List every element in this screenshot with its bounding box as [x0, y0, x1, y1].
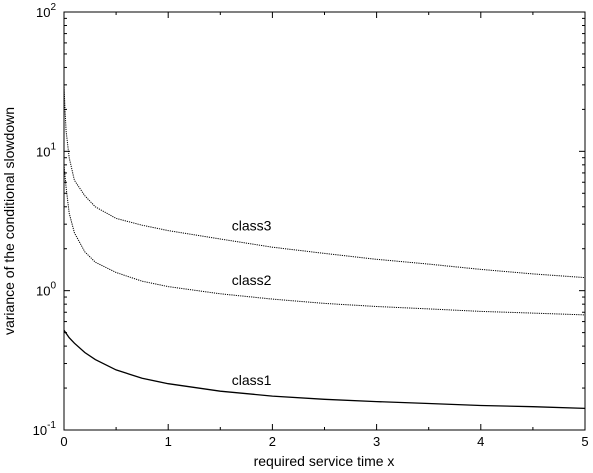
x-tick-label: 2 — [269, 434, 276, 449]
series-line-class3 — [63, 84, 586, 279]
y-tick-label: 100 — [36, 281, 56, 299]
tick-labels: 0 1 2 3 4 5 10-1 100 101 102 — [33, 2, 589, 449]
y-tick-label: 101 — [36, 141, 56, 159]
x-tick-label: 1 — [165, 434, 172, 449]
series-group — [63, 84, 586, 410]
axis-ticks — [63, 11, 586, 431]
plot-frame — [63, 11, 586, 431]
series-line-class2 — [63, 164, 586, 316]
series-label-class2: class2 — [232, 272, 272, 288]
series-label-class3: class3 — [232, 218, 272, 234]
x-tick-label: 4 — [477, 434, 484, 449]
y-tick-label: 102 — [36, 2, 56, 20]
series-line-class1 — [63, 329, 586, 410]
x-axis-label: required service time x — [254, 453, 395, 469]
x-tick-label: 0 — [60, 434, 67, 449]
x-tick-label: 3 — [373, 434, 380, 449]
y-tick-label: 10-1 — [33, 420, 57, 438]
x-tick-label: 5 — [581, 434, 588, 449]
series-label-class1: class1 — [232, 372, 272, 388]
y-axis-label: variance of the conditional slowdown — [1, 107, 17, 335]
series-labels: class1 class2 class3 — [232, 218, 272, 389]
